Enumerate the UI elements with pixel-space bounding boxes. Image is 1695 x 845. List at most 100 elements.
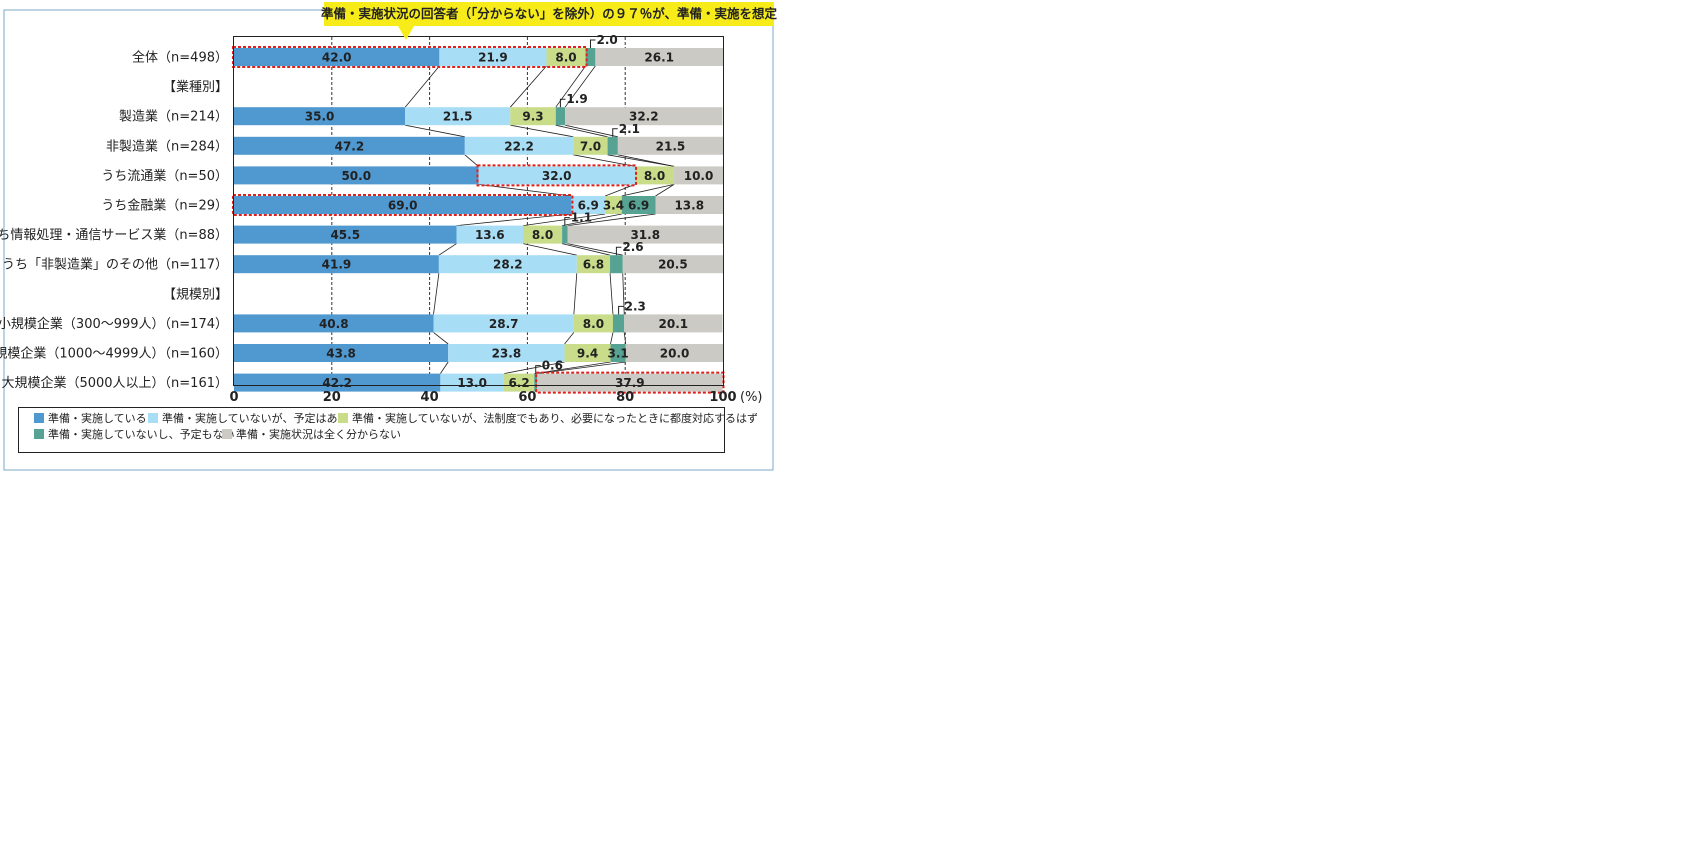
category-labels: 全体（n=498） 【業種別】製造業（n=214） 非製造業（n=284） うち流通業…: [0, 50, 228, 392]
data-label: 20.0: [660, 347, 690, 361]
legend-swatch: [148, 413, 158, 423]
x-tick-labels: 0 20 40 60 80 100: [229, 390, 736, 405]
callout-box: [324, 2, 774, 26]
legend-swatch: [222, 429, 232, 439]
category-label: 【業種別】: [163, 79, 228, 95]
bar-segment: [634, 166, 675, 185]
data-label: 8.0: [532, 228, 553, 242]
connector-line: [509, 65, 547, 108]
data-label: 47.2: [335, 139, 365, 153]
bar-segment: [510, 107, 556, 126]
legend-swatch: [34, 413, 44, 423]
plot-area: 42.0 21.9 8.0 2.0 26.1 35.0 21.5 9.3 1.9 32.2 47.2…: [232, 33, 725, 394]
bar-segment: [405, 107, 511, 126]
data-label: 28.2: [493, 258, 523, 272]
bar-segment: [438, 255, 577, 274]
legend-label: 準備・実施している: [48, 411, 147, 425]
leader-line: [589, 39, 596, 48]
data-label: 6.2: [508, 376, 529, 390]
legend: 準備・実施している 準備・実施していないが、予定はある 準備・実施していないが、法制…: [18, 407, 758, 453]
data-label: 2.1: [619, 122, 640, 136]
highlight-box: [476, 164, 637, 187]
bar-segment: [605, 196, 622, 214]
category-label: うち「非製造業」のその他（n=117）: [2, 257, 228, 273]
data-label: 43.8: [326, 347, 356, 361]
data-label: 8.0: [555, 51, 576, 65]
data-label: 42.0: [322, 51, 352, 65]
connector-line: [503, 361, 565, 374]
bar-segment: [571, 196, 606, 214]
data-label: 20.5: [658, 258, 688, 272]
callout-pointer: [398, 26, 414, 40]
category-label: 非製造業（n=284）: [106, 138, 228, 154]
bar-segment: [674, 166, 723, 185]
legend-box: [18, 407, 725, 453]
connector-line: [655, 184, 675, 197]
bar-segment: [607, 136, 618, 155]
data-label: 7.0: [580, 139, 601, 153]
data-label: 42.2: [322, 376, 352, 390]
bar-segment: [234, 196, 572, 214]
data-label: 2.3: [625, 299, 646, 313]
bar-segment: [546, 48, 586, 66]
bar-segment: [585, 48, 596, 66]
category-label: うち流通業（n=50）: [101, 168, 228, 184]
category-label: 大規模企業（5000人以上）（n=161）: [1, 375, 228, 391]
category-label: うち金融業（n=29）: [101, 198, 228, 214]
data-label: 10.0: [684, 169, 714, 183]
bar-segment: [464, 136, 574, 155]
leader-line: [564, 217, 570, 226]
data-label: 21.9: [478, 51, 508, 65]
data-label: 22.2: [504, 139, 534, 153]
bar-segment: [595, 48, 723, 66]
bar-segment: [622, 255, 723, 274]
connector-line: [622, 273, 625, 315]
bar-segment: [564, 344, 611, 362]
legend-label: 準備・実施していないが、法制度でもあり、必要になったときに都度対応するはず: [352, 411, 758, 425]
legend-label: 準備・実施状況は全く分からない: [236, 427, 401, 441]
bar-segment: [573, 136, 608, 155]
data-label: 37.9: [615, 376, 645, 390]
connector-line: [438, 243, 457, 256]
bar-segment: [448, 344, 565, 362]
category-label: 全体（n=498）: [132, 50, 228, 66]
category-label: 中規模企業（1000～4999人）（n=160）: [0, 346, 228, 362]
data-label: 32.0: [542, 169, 572, 183]
connector-line: [562, 243, 611, 256]
bar-segment: [655, 196, 723, 214]
connector-line: [555, 124, 608, 138]
x-tick-label: 100: [709, 390, 736, 405]
connector-line: [440, 361, 449, 374]
bar-segment: [555, 107, 566, 126]
data-label: 31.8: [630, 228, 660, 242]
connector-line: [433, 273, 440, 315]
callout: 準備・実施状況の回答者（「分からない」を除外）の９７％が、準備・実施を想定: [321, 2, 777, 40]
connector-line: [623, 332, 627, 345]
data-label: 6.9: [628, 199, 649, 213]
bar-segment: [503, 373, 535, 392]
connector-line: [456, 213, 572, 226]
plot-border: [233, 36, 724, 386]
connector-line: [510, 124, 574, 138]
bar-segment: [234, 107, 406, 126]
leader-line: [618, 305, 624, 315]
bar-segment: [234, 166, 479, 185]
bar-segment: [478, 166, 635, 185]
bar-segment: [625, 344, 724, 362]
bar-segment: [234, 255, 439, 274]
connector-line: [621, 184, 675, 197]
legend-swatch: [338, 413, 348, 423]
bar-segment: [439, 48, 547, 66]
bar-segment: [234, 48, 440, 66]
bar-segment: [234, 344, 449, 362]
x-tick-label: 40: [421, 390, 439, 405]
connector-line: [404, 65, 440, 108]
data-label: 9.3: [522, 110, 543, 124]
bar-segment: [522, 225, 563, 244]
connector-line: [464, 154, 479, 167]
data-label: 1.9: [566, 92, 587, 106]
leader-line: [535, 365, 541, 374]
data-label: 69.0: [388, 199, 418, 213]
connector-line: [562, 213, 622, 226]
